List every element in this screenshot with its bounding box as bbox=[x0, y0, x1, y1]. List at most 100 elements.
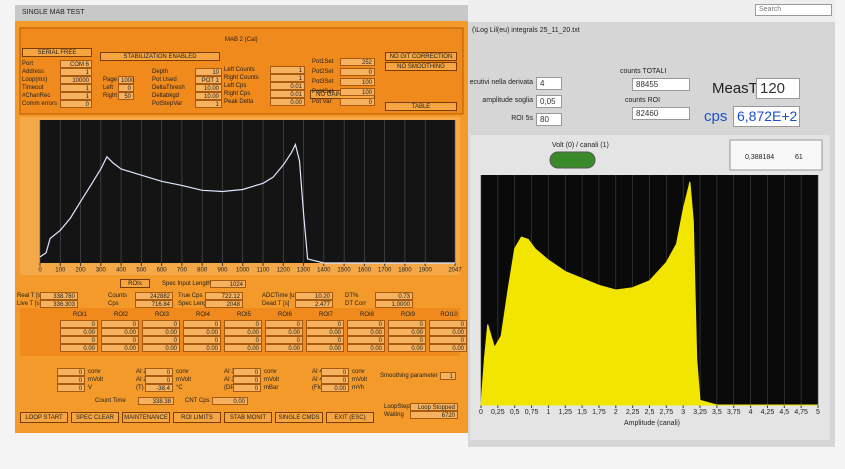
unit: °C bbox=[176, 384, 183, 392]
unit: mVolt bbox=[88, 376, 103, 384]
roi-header: ROI9 bbox=[390, 311, 426, 319]
x-tick-label: 1400 bbox=[317, 268, 331, 274]
field-value: 716.84 bbox=[135, 300, 173, 308]
x-tick-label: 1,5 bbox=[577, 409, 587, 416]
button[interactable]: SERIAL FREE bbox=[22, 48, 92, 57]
field-label: Right Counts bbox=[224, 74, 259, 82]
x-tick-label: 2 bbox=[614, 409, 618, 416]
x-tick-label: 2,5 bbox=[645, 409, 655, 416]
x-tick-label: 800 bbox=[197, 268, 208, 274]
roi-value: 0.00 bbox=[183, 328, 221, 336]
field-label: Count Time bbox=[95, 397, 126, 405]
control-value[interactable]: 80 bbox=[536, 113, 562, 126]
roi-value: 0.00 bbox=[60, 344, 98, 352]
x-tick-label: 1,75 bbox=[592, 409, 606, 416]
counts-value: 88455 bbox=[632, 78, 690, 91]
x-tick-label: 1000 bbox=[236, 268, 250, 274]
control-value[interactable]: 4 bbox=[536, 77, 562, 90]
unit: V bbox=[88, 384, 92, 392]
field-label: Comm errors bbox=[22, 100, 57, 108]
x-tick-label: 2047 bbox=[448, 268, 462, 274]
field-value: COM 6 bbox=[60, 60, 92, 68]
button[interactable]: SPEC CLEAR bbox=[71, 412, 119, 423]
x-tick-label: 300 bbox=[96, 268, 107, 274]
cps-value: 6,872E+2 bbox=[733, 106, 800, 127]
x-tick-label: 100 bbox=[55, 268, 66, 274]
field-label: Pot Used bbox=[152, 76, 177, 84]
field-value: -38.4 bbox=[145, 384, 173, 392]
x-tick-label: 4,5 bbox=[779, 409, 789, 416]
control-label: ecutivi nella derivata bbox=[420, 79, 533, 87]
x-tick-label: 0,75 bbox=[525, 409, 539, 416]
button[interactable]: ROIs bbox=[120, 279, 150, 288]
field-value: 0.00 bbox=[212, 397, 248, 405]
window-title: SINGLE MAB TEST bbox=[22, 8, 85, 18]
roi-value: 0.00 bbox=[142, 328, 180, 336]
roi-header: ROI2 bbox=[103, 311, 139, 319]
roi-value: 0 bbox=[142, 320, 180, 328]
field-value: 0 bbox=[233, 376, 261, 384]
field-value: 100 bbox=[340, 78, 375, 86]
button[interactable]: STABILIZATION ENABLED bbox=[100, 52, 220, 61]
roi-header: ROI1 bbox=[62, 311, 98, 319]
field-value: 1 bbox=[270, 74, 305, 82]
roi-header: ROI8 bbox=[349, 311, 385, 319]
roi-value: 0 bbox=[101, 320, 139, 328]
field-value: 1 bbox=[270, 66, 305, 74]
field-value: 1 bbox=[60, 92, 92, 100]
field-value: 2.477 bbox=[295, 300, 333, 308]
meas-value[interactable]: 120 bbox=[756, 78, 800, 99]
x-tick-label: 4,75 bbox=[794, 409, 808, 416]
switch[interactable] bbox=[550, 152, 595, 168]
field-label: DeltaThresh bbox=[152, 84, 185, 92]
button[interactable]: EXIT (ESC) bbox=[326, 412, 374, 423]
field-value: 10.00 bbox=[195, 84, 222, 92]
x-tick-label: 4,25 bbox=[761, 409, 775, 416]
field-value: 0 bbox=[145, 376, 173, 384]
field-label: Page bbox=[103, 76, 117, 84]
roi-value: 0 bbox=[60, 336, 98, 344]
field-value: 0 bbox=[340, 98, 375, 106]
roi-value: 0.00 bbox=[347, 328, 385, 336]
unit: m³/h bbox=[352, 384, 364, 392]
file-path: (\Log Lil(eu) integrals 25_11_20.txt bbox=[472, 27, 580, 35]
field-value: 6720 bbox=[410, 411, 458, 419]
roi-header: ROI6 bbox=[267, 311, 303, 319]
field-value: 0 bbox=[233, 368, 261, 376]
field-value: 0 bbox=[233, 384, 261, 392]
field-value: 0 bbox=[60, 100, 92, 108]
button[interactable]: SINGLE CMDS bbox=[275, 412, 323, 423]
field-label: Dead T [s] bbox=[262, 300, 289, 308]
field-value: 0 bbox=[118, 84, 134, 92]
button[interactable]: LOOP START bbox=[20, 412, 68, 423]
button[interactable]: MAINTENANCE bbox=[122, 412, 170, 423]
roi-value: 0 bbox=[183, 320, 221, 328]
field-value: 10.20 bbox=[295, 292, 333, 300]
x-tick-label: 2,75 bbox=[660, 409, 674, 416]
field-value: 336.303 bbox=[40, 300, 78, 308]
field-label: DT Corr bbox=[345, 300, 366, 308]
x-tick-label: 1800 bbox=[398, 268, 412, 274]
field-label: Right bbox=[103, 92, 117, 100]
search-box[interactable]: Search bbox=[755, 4, 832, 16]
roi-value: 0 bbox=[60, 320, 98, 328]
field-value: 0 bbox=[340, 68, 375, 76]
unit: mVolt bbox=[352, 376, 367, 384]
x-tick-label: 200 bbox=[76, 268, 87, 274]
control-value[interactable]: 0,05 bbox=[536, 95, 562, 108]
roi-value: 0.00 bbox=[265, 344, 303, 352]
button[interactable]: ROI LIMITS bbox=[173, 412, 221, 423]
field-label: Live T [s] bbox=[17, 300, 41, 308]
button[interactable]: STAB MONIT bbox=[224, 412, 272, 423]
roi-value: 0 bbox=[347, 320, 385, 328]
field-value: 0.00 bbox=[321, 384, 349, 392]
roi-value: 0 bbox=[388, 320, 426, 328]
roi-value: 0.00 bbox=[224, 344, 262, 352]
plot-area bbox=[40, 120, 455, 263]
field-label: Left Cps bbox=[224, 82, 246, 90]
button[interactable]: NO SMOOTHING bbox=[385, 62, 457, 71]
field-value: Loop Stopped bbox=[410, 403, 458, 411]
counts-value: 82460 bbox=[632, 107, 690, 120]
button[interactable]: NO GIT CORRECTION bbox=[385, 52, 457, 61]
field-value: 1.0000 bbox=[375, 300, 413, 308]
